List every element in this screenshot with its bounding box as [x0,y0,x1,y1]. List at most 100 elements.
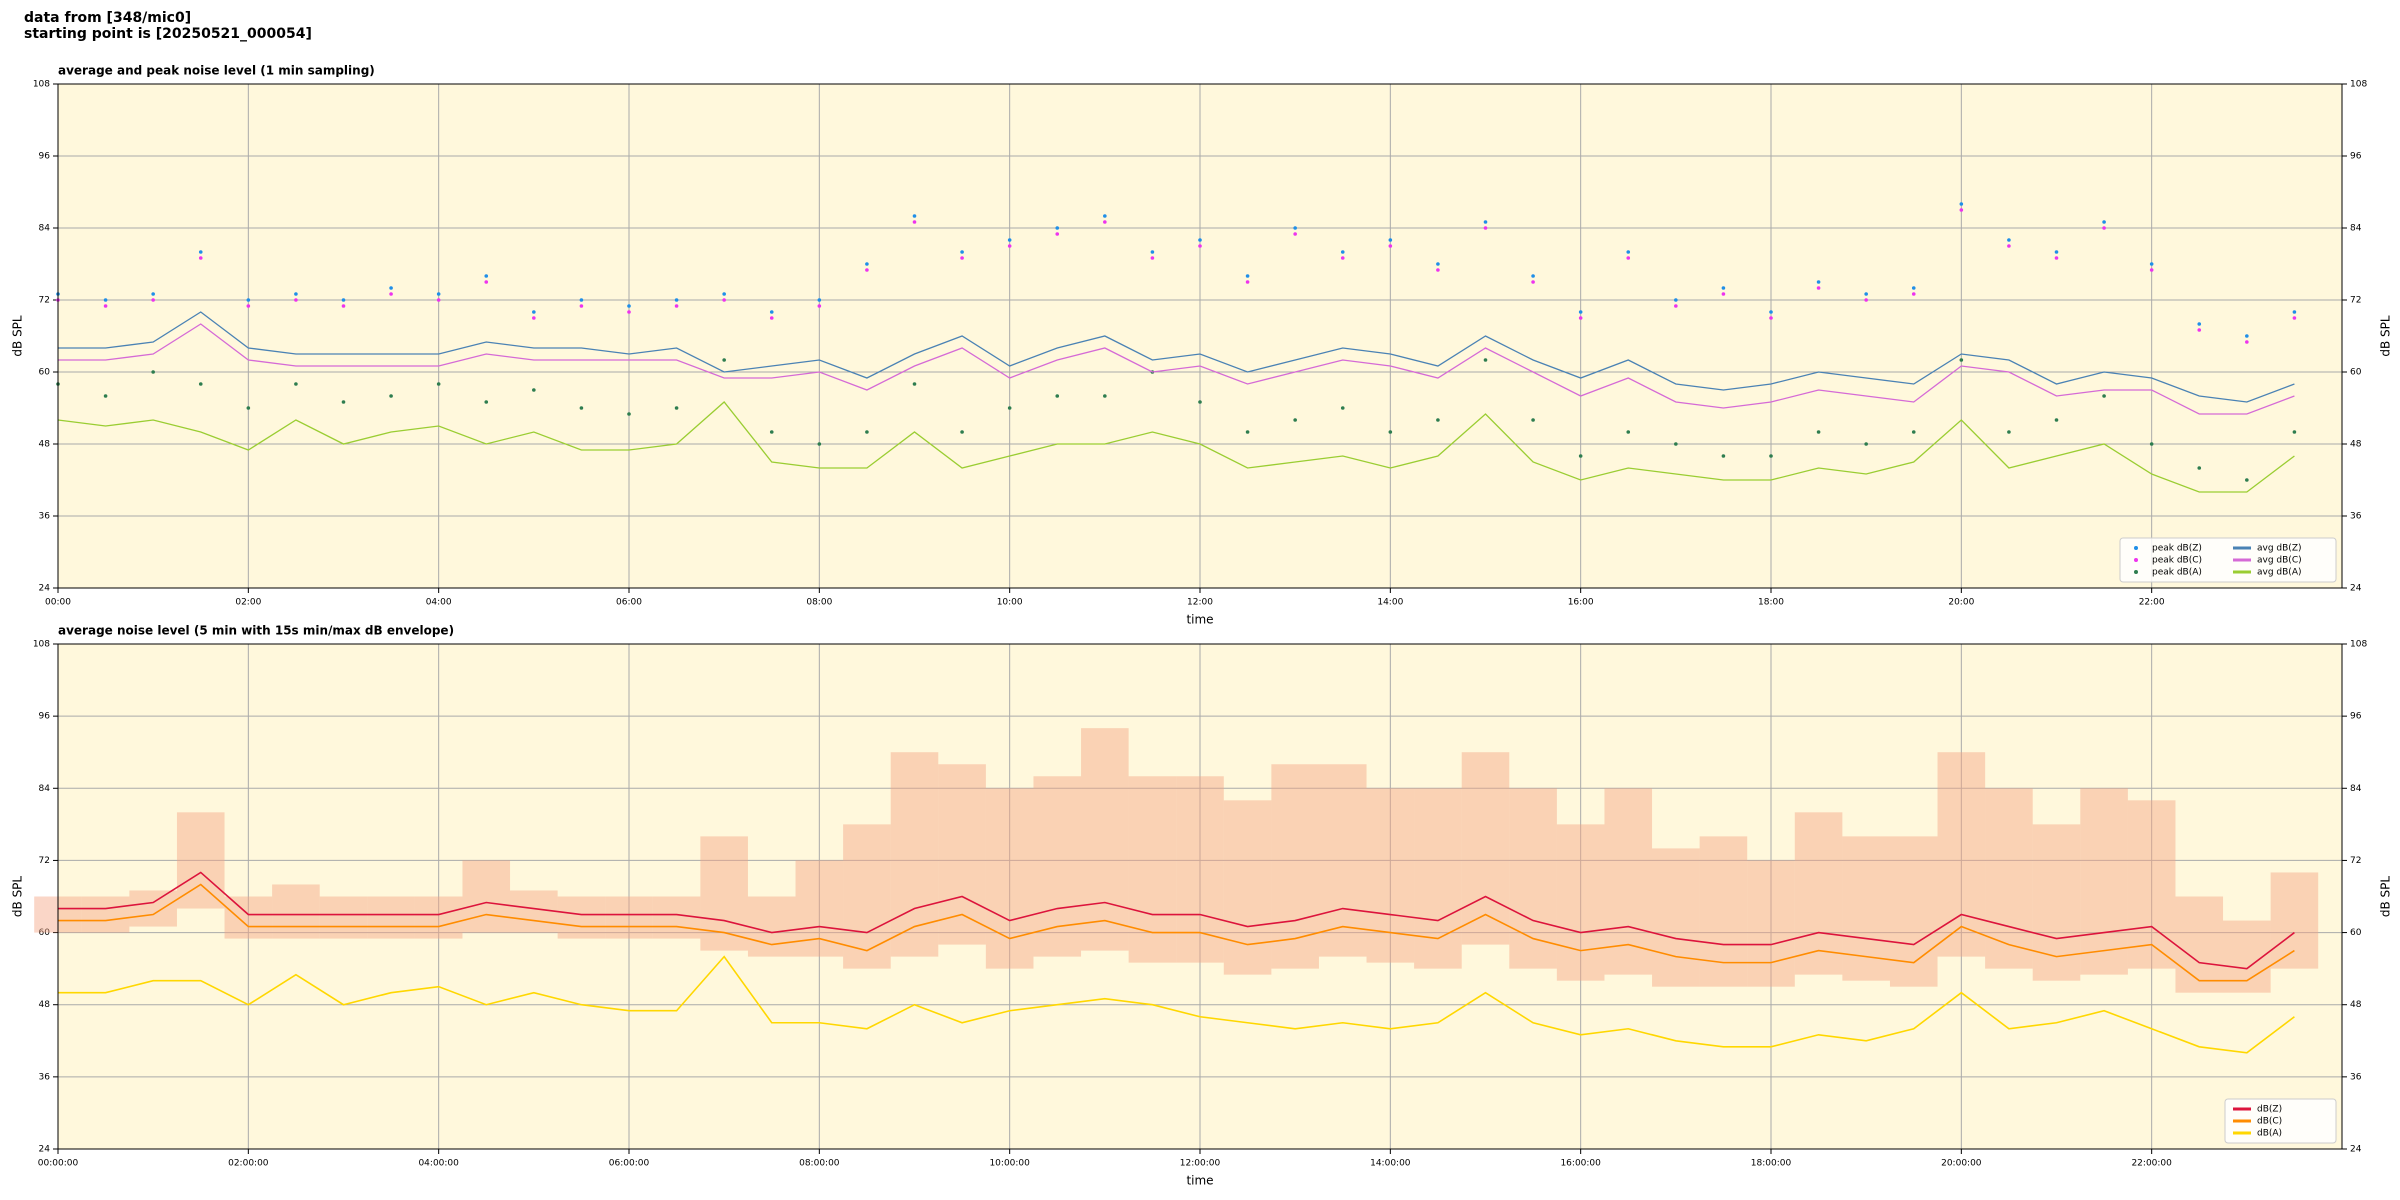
y-tick-label: 60 [2350,368,2362,378]
peak-point [532,310,536,314]
peak-point [769,310,774,314]
peak-point [817,442,822,446]
x-tick-label: 22:00:00 [2131,1159,2172,1169]
y-tick-label: 48 [39,440,51,450]
y-tick-label: 36 [2350,512,2362,522]
peak-point [1293,418,1297,422]
envelope-band [747,896,796,957]
y-tick-label: 108 [2350,640,2367,650]
peak-point [1674,298,1678,302]
peak-point [246,304,251,308]
peak-point [1245,274,1250,278]
envelope-band [1461,752,1510,945]
envelope-band [272,884,320,939]
peak-point [579,304,584,308]
legend-label: peak dB(Z) [2152,544,2202,554]
y-tick-label: 24 [2350,1145,2362,1155]
peak-point [436,298,441,302]
peak-point [1483,358,1488,362]
envelope-band [1604,788,1653,975]
peak-point [2292,430,2297,434]
peak-point [103,394,108,398]
peak-point [2102,394,2106,398]
x-tick-label: 20:00:00 [1941,1159,1982,1169]
peak-point [2245,334,2249,338]
peak-point [246,406,251,410]
y-tick-label: 60 [39,368,51,378]
peak-point [1816,430,1821,434]
y-tick-label: 60 [39,928,51,938]
peak-point [2007,244,2011,248]
peak-point [1150,250,1155,254]
peak-point [865,262,869,266]
x-tick-label: 18:00:00 [1751,1159,1792,1169]
legend-label: peak dB(A) [2152,568,2202,578]
chart-title: average and peak noise level (1 min samp… [58,64,375,78]
peak-point [1103,220,1107,224]
envelope-band [1889,836,1938,987]
peak-point [341,400,346,404]
peak-point [1531,280,1535,284]
peak-point [1198,244,1202,248]
envelope-band [81,896,130,933]
peak-point [1816,280,1821,284]
legend-label: dB(C) [2257,1117,2282,1127]
peak-point [198,256,203,260]
x-tick-label: 16:00:00 [1560,1159,1601,1169]
x-tick-label: 14:00:00 [1370,1159,1411,1169]
peak-point [2149,262,2154,266]
y-tick-label: 60 [2350,928,2362,938]
legend-label: peak dB(C) [2152,556,2202,566]
chart-title: average noise level (5 min with 15s min/… [58,624,454,638]
peak-point [674,406,679,410]
legend-marker [2134,558,2138,562]
peak-point [198,382,203,386]
series-line [57,401,2295,493]
series-line [58,871,2295,970]
peak-point [2292,310,2297,314]
envelope-band [414,896,463,939]
envelope-band [1985,788,2033,969]
peak-point [1198,400,1202,404]
y-tick-label: 84 [39,784,51,794]
peak-point [1245,430,1250,434]
peak-point [1959,202,1964,206]
peak-point [627,310,631,314]
envelope-band [1366,788,1415,963]
legend-box [2224,1098,2337,1144]
peak-point [341,304,346,308]
peak-point [1245,280,1250,284]
envelope-band [224,896,273,939]
peak-point [1531,418,1535,422]
peak-point [436,382,441,386]
peak-point [2197,466,2202,470]
y-tick-label: 72 [39,856,50,866]
y-tick-label: 48 [2350,440,2362,450]
peak-point [1055,226,1060,230]
peak-point [1864,292,1868,296]
x-tick-label: 20:00 [1948,598,1974,608]
peak-point [151,292,155,296]
series-line [58,311,2295,403]
envelope-band [367,896,415,939]
envelope-band [985,788,1034,969]
envelope-band [1747,860,1795,987]
x-tick-label: 08:00:00 [799,1159,840,1169]
y-axis-label: dB SPL [11,876,25,918]
envelope-band [1699,836,1748,987]
peak-point [1959,358,1964,362]
peak-point [1007,244,1012,248]
peak-point [1578,310,1583,314]
envelope-band [1509,788,1557,969]
peak-point [1436,262,1440,266]
header-line: starting point is [20250521_000054] [24,26,312,42]
x-tick-label: 02:00:00 [228,1159,269,1169]
y-tick-label: 84 [2350,224,2362,234]
y-tick-label: 36 [39,1072,51,1082]
envelope-band [2080,788,2128,975]
peak-point [1769,454,1773,458]
peak-point [1055,232,1060,236]
peak-point [1436,418,1440,422]
